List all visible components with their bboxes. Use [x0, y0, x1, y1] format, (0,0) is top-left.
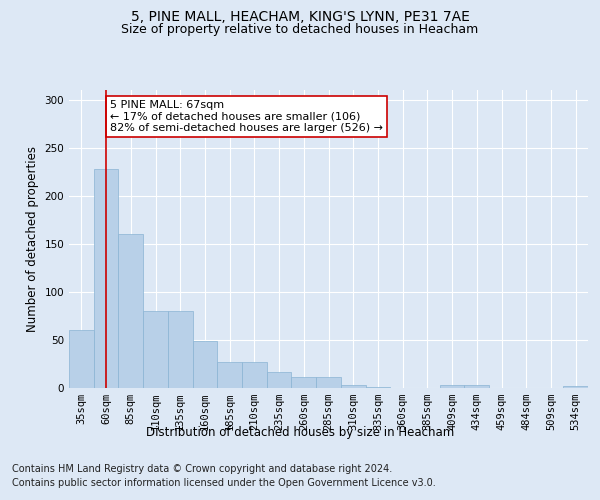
Bar	[242, 362, 267, 388]
Bar	[193, 342, 217, 388]
Bar	[440, 384, 464, 388]
Text: Size of property relative to detached houses in Heacham: Size of property relative to detached ho…	[121, 22, 479, 36]
Bar	[292, 377, 316, 388]
Text: Contains public sector information licensed under the Open Government Licence v3: Contains public sector information licen…	[12, 478, 436, 488]
Bar	[341, 384, 365, 388]
Bar	[365, 386, 390, 388]
Bar	[168, 310, 193, 388]
Bar	[267, 372, 292, 388]
Bar	[316, 377, 341, 388]
Y-axis label: Number of detached properties: Number of detached properties	[26, 146, 39, 332]
Text: 5 PINE MALL: 67sqm
← 17% of detached houses are smaller (106)
82% of semi-detach: 5 PINE MALL: 67sqm ← 17% of detached hou…	[110, 100, 383, 133]
Text: Distribution of detached houses by size in Heacham: Distribution of detached houses by size …	[146, 426, 454, 439]
Text: 5, PINE MALL, HEACHAM, KING'S LYNN, PE31 7AE: 5, PINE MALL, HEACHAM, KING'S LYNN, PE31…	[131, 10, 469, 24]
Bar	[464, 384, 489, 388]
Bar	[69, 330, 94, 388]
Bar	[217, 362, 242, 388]
Bar	[143, 310, 168, 388]
Text: Contains HM Land Registry data © Crown copyright and database right 2024.: Contains HM Land Registry data © Crown c…	[12, 464, 392, 474]
Bar	[94, 168, 118, 388]
Bar	[118, 234, 143, 388]
Bar	[563, 386, 588, 388]
